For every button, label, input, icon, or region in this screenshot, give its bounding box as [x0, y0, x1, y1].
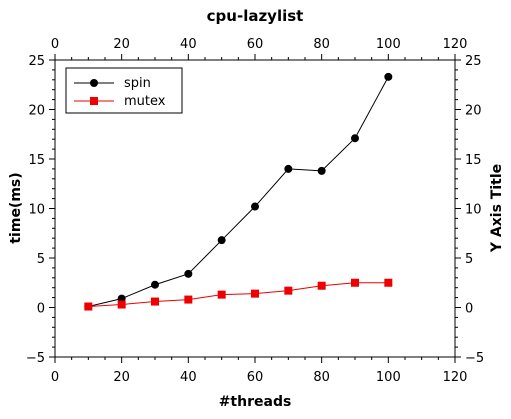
- x-tick-label-bottom: 0: [51, 370, 59, 385]
- legend: spin mutex: [66, 68, 182, 113]
- y-tick-label-right: 20: [465, 104, 482, 119]
- data-point-mutex: [218, 291, 226, 299]
- x-tick-label-bottom: 40: [180, 370, 197, 385]
- x-tick-label-bottom: 80: [313, 370, 330, 385]
- legend-label-spin: spin: [124, 76, 151, 91]
- data-point-spin: [318, 167, 326, 175]
- data-point-spin: [351, 134, 359, 142]
- data-point-mutex: [384, 279, 392, 287]
- legend-marker-mutex: [90, 97, 98, 105]
- data-point-mutex: [351, 279, 359, 287]
- legend-marker-spin: [90, 79, 98, 87]
- series-line-mutex: [88, 283, 388, 307]
- data-point-mutex: [84, 303, 92, 311]
- data-point-spin: [284, 165, 292, 173]
- chart-title: cpu-lazylist: [207, 7, 304, 25]
- data-point-spin: [251, 203, 259, 211]
- data-point-spin: [384, 73, 392, 81]
- y-tick-label-right: 0: [465, 302, 473, 317]
- y-tick-label-left: 20: [28, 104, 45, 119]
- x-tick-label-top: 40: [180, 37, 197, 52]
- y-tick-label-left: 25: [28, 54, 45, 69]
- x-tick-label-bottom: 120: [443, 370, 468, 385]
- x-tick-label-top: 20: [113, 37, 130, 52]
- x-tick-label-top: 120: [443, 37, 468, 52]
- data-point-spin: [151, 281, 159, 289]
- x-tick-label-top: 80: [313, 37, 330, 52]
- x-tick-label-top: 100: [376, 37, 401, 52]
- y-tick-label-left: 10: [28, 203, 45, 218]
- y-tick-label-left: 5: [37, 252, 45, 267]
- y-tick-label-right: 25: [465, 54, 482, 69]
- y-axis-title: time(ms): [8, 172, 24, 243]
- x-tick-label-bottom: 20: [113, 370, 130, 385]
- y-axis-title-right: Y Axis Title: [489, 164, 505, 253]
- y-tick-label-right: 10: [465, 203, 482, 218]
- x-tick-label-top: 0: [51, 37, 59, 52]
- legend-label-mutex: mutex: [124, 94, 166, 109]
- y-tick-label-left: −5: [26, 351, 45, 366]
- y-tick-label-right: 15: [465, 153, 482, 168]
- y-tick-label-right: −5: [465, 351, 484, 366]
- x-axis-title: #threads: [219, 394, 292, 410]
- x-tick-label-bottom: 100: [376, 370, 401, 385]
- data-point-mutex: [118, 301, 126, 309]
- x-tick-label-top: 60: [247, 37, 264, 52]
- data-point-mutex: [318, 282, 326, 290]
- x-tick-label-bottom: 60: [247, 370, 264, 385]
- data-point-mutex: [251, 290, 259, 298]
- data-point-spin: [184, 270, 192, 278]
- data-point-spin: [218, 236, 226, 244]
- data-point-mutex: [184, 296, 192, 304]
- y-tick-label-left: 15: [28, 153, 45, 168]
- data-point-mutex: [284, 287, 292, 295]
- data-point-mutex: [151, 298, 159, 306]
- y-tick-label-right: 5: [465, 252, 473, 267]
- y-tick-label-left: 0: [37, 302, 45, 317]
